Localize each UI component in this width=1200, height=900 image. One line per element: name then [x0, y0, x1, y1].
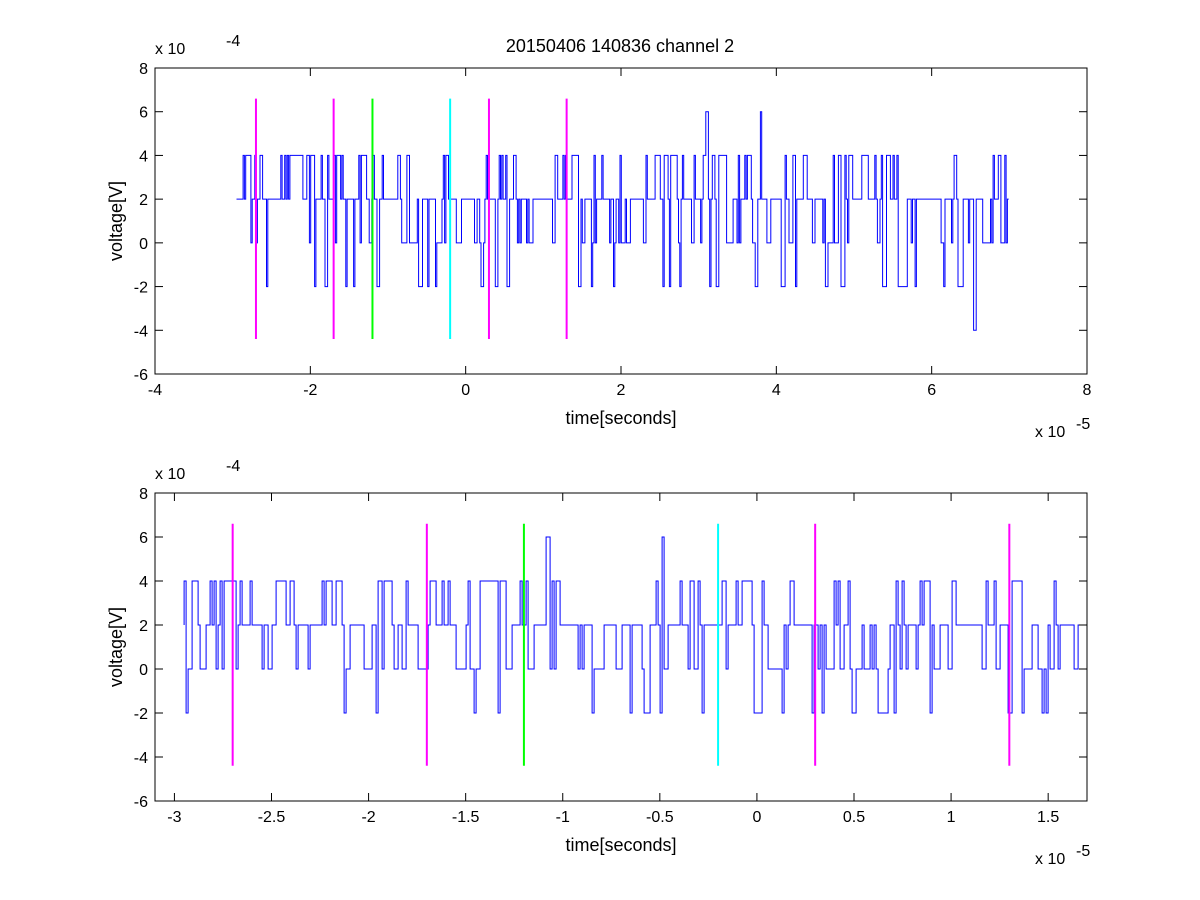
y-exponent-label: x 10	[155, 41, 185, 58]
y-tick-label: 6	[139, 105, 148, 122]
x-exponent-label: x 10	[1035, 424, 1065, 441]
x-axis-label: time[seconds]	[565, 835, 676, 855]
y-tick-label: 2	[139, 192, 148, 209]
x-tick-label: 1	[947, 809, 956, 826]
y-tick-label: -4	[134, 750, 148, 767]
x-tick-label: 0	[752, 809, 761, 826]
y-tick-label: 0	[139, 662, 148, 679]
y-tick-label: -6	[134, 367, 148, 384]
x-tick-label: -2.5	[258, 809, 286, 826]
x-tick-label: -2	[303, 382, 317, 399]
x-exponent-power: -5	[1076, 416, 1090, 433]
y-tick-label: 8	[139, 61, 148, 78]
y-tick-label: -4	[134, 323, 148, 340]
y-tick-label: 0	[139, 236, 148, 253]
x-axis-label: time[seconds]	[565, 408, 676, 428]
x-tick-label: 6	[927, 382, 936, 399]
x-tick-label: -1.5	[452, 809, 480, 826]
top-axes: -4 -2 0 2 4 6 8-6-4-202468time[seconds]voltage…	[106, 33, 1092, 441]
y-tick-label: 8	[139, 486, 148, 503]
x-tick-label: 0	[461, 382, 470, 399]
x-tick-label: 4	[772, 382, 781, 399]
y-axis-label: voltage[V]	[106, 607, 126, 687]
y-exponent-label: x 10	[155, 466, 185, 483]
y-tick-label: 4	[139, 148, 148, 165]
y-axis-label: voltage[V]	[106, 181, 126, 261]
x-tick-label: -0.5	[646, 809, 674, 826]
x-tick-label: 0.5	[843, 809, 865, 826]
y-tick-label: 4	[139, 574, 148, 591]
bottom-axes: -3 -2.5 -2 -1.5 -1 -0.5 0 0.5 1 1.5 -6 -4 -2 0 2 4 6 8 tim…	[106, 458, 1090, 868]
y-tick-label: 2	[139, 618, 148, 635]
x-tick-label: -3	[167, 809, 181, 826]
y-tick-label: -2	[134, 706, 148, 723]
signal-trace	[183, 536, 1087, 714]
x-tick-label: 1.5	[1037, 809, 1059, 826]
y-exponent-power: -4	[226, 458, 240, 475]
y-tick-label: -2	[134, 280, 148, 297]
y-exponent-power: -4	[226, 33, 240, 50]
figure-title: 20150406 140836 channel 2	[506, 36, 734, 56]
x-exponent-label: x 10	[1035, 851, 1065, 868]
y-tick-label: -6	[134, 794, 148, 811]
x-exponent-power: -5	[1076, 843, 1090, 860]
x-tick-label: 8	[1083, 382, 1092, 399]
y-tick-label: 6	[139, 530, 148, 547]
axes-box	[154, 492, 1088, 802]
x-tick-label: 2	[617, 382, 626, 399]
x-tick-label: -1	[556, 809, 570, 826]
x-tick-label: -2	[361, 809, 375, 826]
signal-trace	[236, 111, 1009, 331]
x-tick-label: -4	[148, 382, 162, 399]
